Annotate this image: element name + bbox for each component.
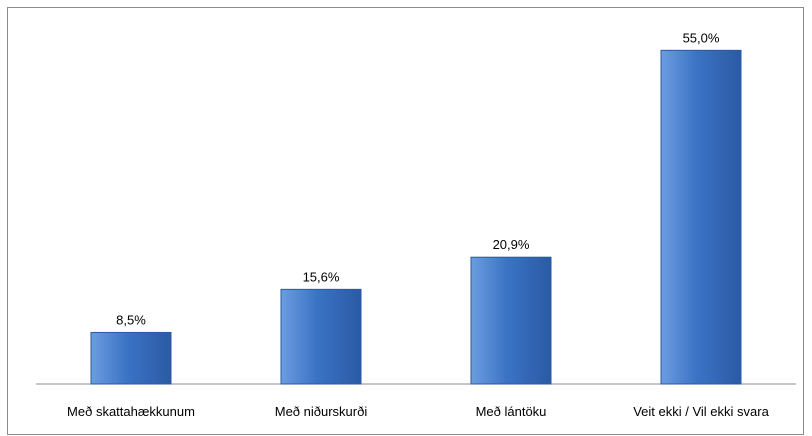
data-label-4: 55,0% — [683, 30, 720, 45]
bar-4 — [660, 49, 742, 385]
data-label-3: 20,9% — [493, 237, 530, 252]
bar-3 — [470, 256, 552, 385]
bar-2 — [280, 288, 362, 385]
x-tick-labels-group: Með skattahækkunum Með niðurskurði Með lán… — [67, 404, 770, 419]
x-tick-label-3: Með lántöku — [476, 404, 547, 419]
data-label-1: 8,5% — [116, 312, 146, 327]
data-labels-group: 8,5% 15,6% 20,9% 55,0% — [116, 30, 720, 327]
data-label-2: 15,6% — [303, 269, 340, 284]
x-tick-label-1: Með skattahækkunum — [67, 404, 195, 419]
bars-group — [90, 49, 742, 385]
bar-1 — [90, 331, 172, 385]
x-tick-label-2: Með niðurskurði — [275, 404, 368, 419]
x-tick-label-4: Veit ekki / Vil ekki svara — [633, 404, 769, 419]
